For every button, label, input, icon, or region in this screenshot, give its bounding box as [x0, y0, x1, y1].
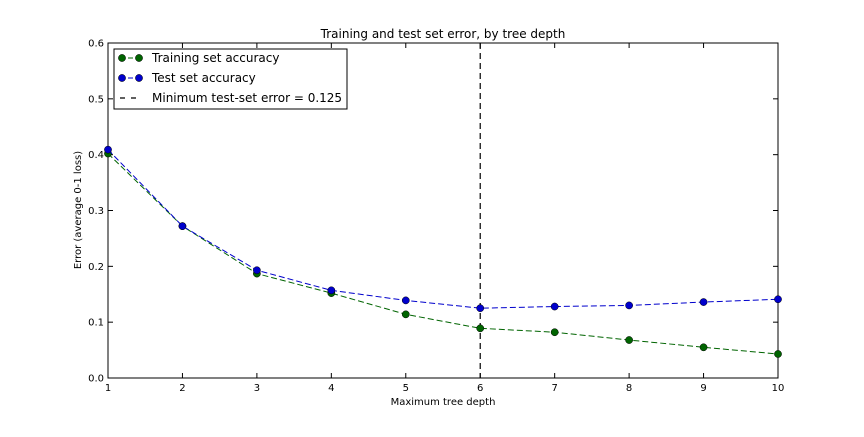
x-tick-label: 7	[551, 383, 557, 394]
legend-box	[113, 48, 348, 110]
series-0-point	[699, 343, 708, 352]
y-tick-label: 0.3	[88, 206, 104, 217]
series-1-point	[625, 301, 633, 310]
series-1-point	[774, 295, 782, 304]
x-tick-label: 2	[179, 383, 185, 394]
series-0-point	[401, 310, 410, 319]
y-axis-label: Error (average 0-1 loss)	[73, 151, 84, 269]
legend-marker-0	[118, 54, 126, 62]
x-tick-label: 6	[477, 383, 483, 394]
series-0-point	[476, 324, 485, 333]
x-tick-label: 8	[626, 383, 632, 394]
series-1-point	[550, 302, 559, 311]
y-tick-label: 0.0	[88, 374, 104, 385]
series-group	[104, 145, 782, 358]
series-1-point	[699, 298, 708, 306]
x-axis: 1 2 3 4 5 6 7 8 9 10	[105, 43, 785, 394]
y-tick-label: 0.6	[88, 39, 104, 50]
x-tick-label: 3	[254, 383, 260, 394]
y-tick-label: 0.5	[88, 94, 104, 105]
y-tick-label: 0.1	[88, 318, 104, 329]
series-1-point	[327, 286, 336, 295]
series-1-point	[178, 222, 187, 230]
series-line-0	[107, 153, 779, 355]
x-tick-label: 1	[105, 383, 111, 394]
series-1-point	[104, 145, 112, 154]
series-1-point	[401, 296, 410, 305]
series-0-point	[774, 350, 782, 358]
series-0-point	[625, 336, 633, 344]
legend-marker-0	[135, 54, 143, 62]
legend-label-vline: Minimum test-set error = 0.125	[152, 91, 342, 105]
x-axis-label: Maximum tree depth	[391, 397, 496, 408]
series-line-1	[107, 149, 779, 309]
legend-items: Training set accuracy Test set accuracy Mi…	[118, 51, 342, 105]
legend-marker-1	[135, 74, 143, 82]
x-tick-label: 10	[772, 383, 785, 394]
y-tick-label: 0.2	[88, 262, 104, 273]
legend: Training set accuracy Test set accuracy Mi…	[113, 48, 348, 110]
x-tick-label: 5	[403, 383, 409, 394]
legend-label-1: Test set accuracy	[151, 71, 256, 85]
legend-label-0: Training set accuracy	[151, 51, 279, 65]
series-0-point	[550, 328, 559, 337]
series-1-point	[253, 266, 261, 275]
x-tick-label: 9	[700, 383, 706, 394]
chart-title: Training and test set error, by tree dep…	[320, 27, 566, 41]
series-1-point	[476, 304, 485, 313]
x-tick-label: 4	[328, 383, 334, 394]
y-tick-label: 0.4	[88, 150, 104, 161]
legend-marker-1	[118, 74, 126, 82]
